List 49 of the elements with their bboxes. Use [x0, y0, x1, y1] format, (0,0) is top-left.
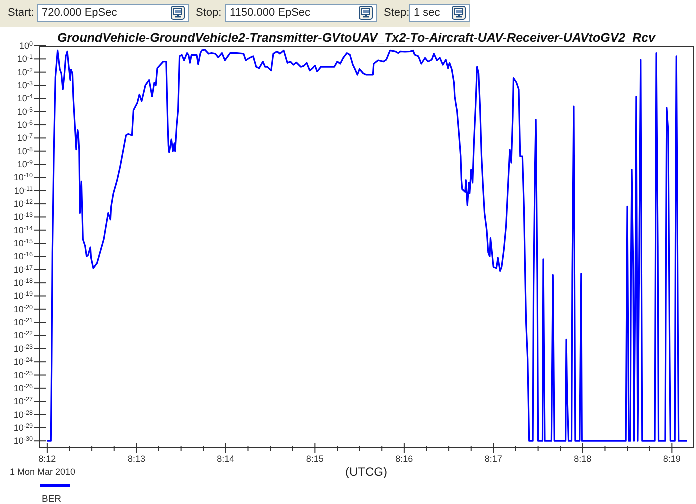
y-tick-label: 10$^{-9}$ [17, 159, 34, 170]
y-tick-label: 10$^{-11}$ [14, 185, 34, 196]
y-tick-label: 10$^{-1}$ [17, 54, 34, 64]
x-tick-label: 8:13 [128, 454, 146, 464]
y-tick-label: 10$^{-27}$ [14, 396, 34, 407]
x-tick-label: 8:12 [38, 454, 56, 464]
text: Step: [384, 7, 410, 20]
y-tick-label: 10$^{-16}$ [14, 251, 34, 262]
y-tick-label: 10$^{-23}$ [14, 343, 34, 354]
x-axis-title: (UTCG) [346, 465, 388, 479]
y-tick-label: 10$^{-4}$ [17, 93, 34, 104]
x-tick-label: 8:14 [217, 454, 235, 464]
y-tick-label: 10$^{-20}$ [14, 304, 34, 314]
x-tick-label: 8:15 [306, 454, 324, 464]
y-tick-label: 10$^{-2}$ [17, 66, 34, 78]
y-tick-label: 10$^{-8}$ [17, 146, 34, 156]
y-tick-label: 10$^{-10}$ [14, 172, 34, 183]
text-field: 1 sec [409, 4, 470, 22]
y-tick-label: 10$^{-14}$ [14, 224, 34, 236]
y-tick-label: 10$^{0}$ [19, 40, 34, 51]
y-tick-label: 10$^{-25}$ [14, 370, 34, 380]
y-tick-label: 10$^{-22}$ [14, 330, 34, 341]
y-tick-label: 10$^{-24}$ [14, 356, 34, 368]
y-tick-label: 10$^{-30}$ [14, 436, 34, 446]
y-tick-label: 10$^{-18}$ [14, 278, 34, 288]
y-tick-label: 10$^{-26}$ [14, 382, 34, 394]
chart-title: GroundVehicle-GroundVehicle2-Transmitter-GVtoUAV_Tx2-To-Aircraft-UAV-Receiver-UAVtoGV2_Rcv [57, 31, 656, 45]
y-tick-label: 10$^{-7}$ [17, 132, 34, 144]
y-tick-label: 10$^{-19}$ [14, 290, 34, 302]
x-tick-label: 8:18 [574, 454, 592, 464]
y-tick-label: 10$^{-29}$ [14, 422, 34, 433]
y-tick-label: 10$^{-5}$ [17, 106, 34, 117]
y-tick-label: 10$^{-6}$ [17, 120, 34, 130]
y-tick-label: 10$^{-15}$ [14, 238, 34, 249]
text-field: 1150.000 EpSec [225, 4, 377, 22]
x-tick-label: 8:17 [484, 454, 502, 464]
y-tick-label: 10$^{-12}$ [14, 198, 34, 210]
y-tick-label: 10$^{-17}$ [14, 264, 34, 275]
y-tick-label: 10$^{-21}$ [14, 317, 34, 328]
text: 1 Mon Mar 2010 [10, 467, 76, 477]
x-tick-label: 8:16 [396, 454, 414, 464]
legend-label: BER [42, 494, 63, 504]
text-field: 720.000 EpSec [37, 4, 189, 22]
x-tick-label: 8:19 [663, 454, 681, 464]
text: Stop: [196, 7, 222, 20]
text: Start: [8, 7, 34, 20]
y-tick-label: 10$^{-3}$ [17, 80, 34, 91]
y-tick-label: 10$^{-28}$ [14, 409, 34, 420]
y-tick-label: 10$^{-13}$ [14, 212, 34, 222]
